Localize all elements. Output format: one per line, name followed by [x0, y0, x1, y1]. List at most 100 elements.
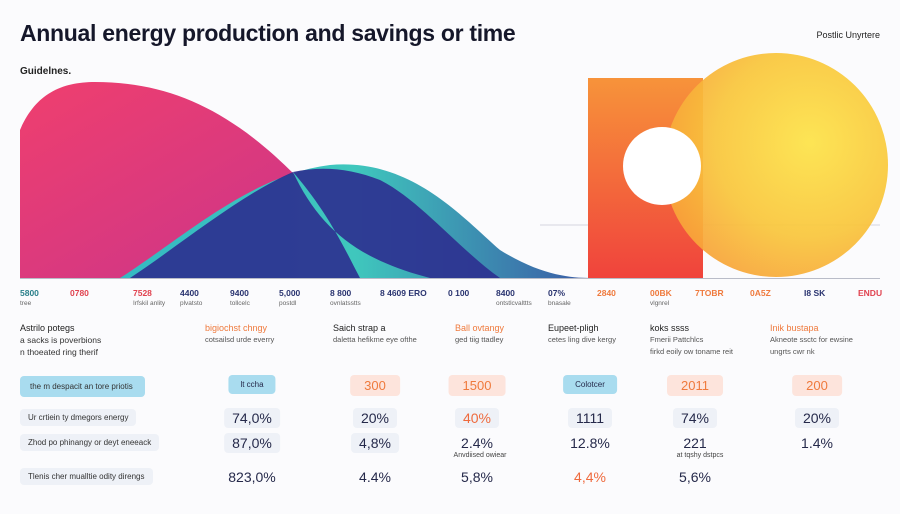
table-cell: 1.4%: [801, 435, 833, 451]
axis-value: 5800: [20, 288, 39, 298]
description-heading: Eupeet-pligh: [548, 323, 599, 333]
table-cell: 1111: [567, 408, 613, 428]
table-cell: 4.4%: [359, 469, 391, 485]
axis-value: 7528: [133, 288, 152, 298]
description: bigiochst chngy cotsailsd urde everry: [205, 322, 274, 346]
axis-label: 0 100: [448, 288, 469, 298]
axis-sub: tollcelc: [230, 300, 250, 307]
axis-label: 8400 ontstlcvalttts: [496, 288, 532, 307]
table-cell: 221: [683, 435, 707, 451]
table-cell: 20%: [352, 408, 398, 428]
axis-sub: plvatsto: [180, 300, 203, 307]
axis-value: 0A5Z: [750, 288, 771, 298]
table-cell: 87,0%: [224, 433, 280, 453]
description-line: n thoeated ring therif: [20, 347, 98, 357]
corner-label: Postlic Unyrtere: [816, 30, 880, 40]
axis-value: 0 100: [448, 288, 470, 298]
description: Inik bustapa Akneote ssctc for ewsine ungr…: [770, 322, 853, 358]
axis-label: 8 4609 ERO: [380, 288, 427, 298]
axis-value: 07%: [548, 288, 566, 298]
table-cell: 5,8%: [461, 469, 493, 485]
axis-sub: ontstlcvalttts: [496, 300, 532, 307]
description-heading: bigiochst chngy: [205, 323, 268, 333]
table-note: Anvdiised owiear: [453, 452, 507, 459]
description-line: ungrts cwr nk: [770, 347, 815, 356]
axis-label: 7528 Irfskil anlity: [133, 288, 165, 307]
description: Saich strap a daletta hefikme eye ofthe: [333, 322, 417, 346]
axis-value: 00BK: [650, 288, 672, 298]
title: Annual energy production and savings or …: [20, 20, 516, 46]
description-line: a sacks is poverbions: [20, 335, 102, 345]
axis-value: 7TOBR: [695, 288, 724, 298]
table-cell: 1500: [448, 375, 506, 396]
row-label: Zhod po phinangy or deyt eneeack: [20, 434, 160, 451]
axis-value: 8400: [496, 288, 515, 298]
axis-label: 5800 tree: [20, 288, 39, 307]
table-cell: 2.4%: [461, 435, 493, 451]
axis-label: 5,000 postdl: [279, 288, 300, 307]
description-line: ged tiig ttadley: [455, 335, 504, 344]
axis-sub: bnasale: [548, 300, 571, 307]
axis-label: 0780: [70, 288, 89, 298]
axis-value: 2840: [597, 288, 616, 298]
description: koks ssss Fmerii Pattchlcs firkd eoily ow …: [650, 322, 733, 358]
yellow-circle: [664, 53, 888, 277]
description-heading: Inik bustapa: [770, 323, 819, 333]
row-label: the m despacit an tore priotis: [20, 376, 145, 397]
axis-label: 07% bnasale: [548, 288, 571, 307]
axis-label: I8 SK: [804, 288, 825, 298]
description-line: Akneote ssctc for ewsine: [770, 335, 853, 344]
axis-value: ENDU: [858, 288, 883, 298]
axis-value: 5,000: [279, 288, 301, 298]
description: Astrilo potegs a sacks is poverbions n tho…: [20, 322, 101, 358]
description-line: daletta hefikme eye ofthe: [333, 335, 417, 344]
axis-sub: Irfskil anlity: [133, 300, 166, 307]
table-cell: Colotcer: [563, 375, 617, 394]
row-label: Tlenis cher mualltie odity direngs: [20, 468, 153, 485]
description: Eupeet-pligh cetes ling dive kergy: [548, 322, 616, 346]
axis-label: 8 800 ovnlatsstts: [330, 288, 361, 307]
table-cell: 4,4%: [574, 469, 606, 485]
axis-sub: vlgnrel: [650, 300, 670, 307]
axis-value: 8 800: [330, 288, 352, 298]
axis-value: 8 4609 ERO: [380, 288, 427, 298]
table-cell: 823,0%: [228, 469, 276, 485]
table-cell: 5,6%: [679, 469, 711, 485]
description-line: Fmerii Pattchlcs: [650, 335, 704, 344]
description-line: firkd eoily ow toname reit: [650, 347, 733, 356]
table-note: at tqshy dstpcs: [676, 452, 724, 459]
white-circle: [623, 127, 701, 205]
axis-sub: postdl: [279, 300, 297, 307]
table-cell: lt ccha: [228, 375, 276, 394]
table-cell: 40%: [454, 408, 500, 428]
table-cell: 2011: [667, 375, 723, 396]
axis-label: 2840: [597, 288, 616, 298]
table-cell: 4,8%: [351, 433, 399, 453]
subtitle: Guidelnes.: [20, 66, 72, 77]
table-cell: 12.8%: [570, 435, 610, 451]
description-heading: koks ssss: [650, 323, 690, 333]
axis-value: I8 SK: [804, 288, 826, 298]
row-label: Ur crtiein ty dmegors energy: [20, 409, 137, 426]
axis-label: 9400 tollcelc: [230, 288, 250, 307]
axis-value: 0780: [70, 288, 89, 298]
axis-label: 00BK vlgnrel: [650, 288, 672, 307]
table-cell: 300: [350, 375, 400, 396]
overlap-area: [130, 168, 500, 278]
axis-label: 0A5Z: [750, 288, 771, 298]
axis-label: 7TOBR: [695, 288, 724, 298]
table-cell: 74,0%: [224, 408, 280, 428]
description-line: cetes ling dive kergy: [548, 335, 616, 344]
axis-sub: ovnlatsstts: [330, 300, 361, 307]
description-line: cotsailsd urde everry: [205, 335, 275, 344]
axis-value: 4400: [180, 288, 199, 298]
description-heading: Ball ovtangy: [455, 323, 505, 333]
axis-sub: tree: [20, 300, 32, 307]
table-cell: 200: [792, 375, 842, 396]
axis-value: 9400: [230, 288, 249, 298]
axis-label: 4400 plvatsto: [180, 288, 202, 307]
table-cell: 20%: [794, 408, 840, 428]
description-heading: Astrilo potegs: [20, 323, 75, 333]
